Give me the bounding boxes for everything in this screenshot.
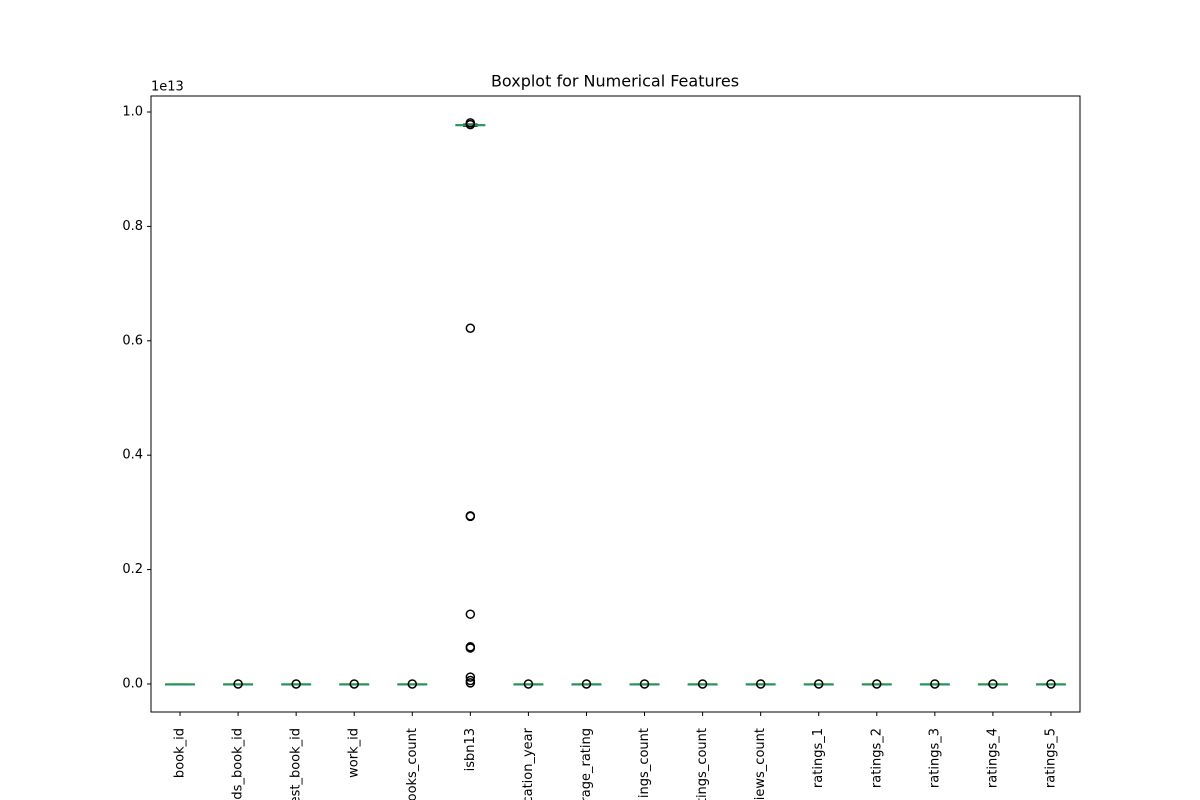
flier <box>407 679 418 689</box>
flier <box>523 679 534 689</box>
x-tick-label: iews_count <box>753 728 768 800</box>
flier <box>465 511 476 522</box>
flier <box>813 679 824 689</box>
x-tick-label: book_id <box>173 728 188 778</box>
y-offset-label: 1e13 <box>151 80 184 95</box>
x-tick-label: ratings_4 <box>985 728 1000 788</box>
x-tick-label: ratings_5 <box>1043 728 1058 788</box>
x-tick-label: cation_year <box>521 727 536 800</box>
flier <box>349 679 359 689</box>
x-tick-label: ratings_1 <box>811 728 826 788</box>
flier <box>465 643 476 653</box>
axes-frame <box>150 95 1081 713</box>
flier <box>233 679 243 689</box>
x-tick-label: tings_count <box>695 728 710 800</box>
flier <box>1046 679 1056 689</box>
flier <box>755 679 766 689</box>
x-tick-label: work_id <box>347 728 362 778</box>
flier <box>465 678 476 688</box>
y-tick-label: 0.0 <box>122 676 143 691</box>
x-tick-label: ds_book_id <box>231 728 246 800</box>
flier <box>465 609 476 619</box>
flier <box>465 323 476 333</box>
x-tick-label: rage_rating <box>579 728 594 800</box>
chart-title: Boxplot for Numerical Features <box>491 72 739 91</box>
flier <box>988 679 998 689</box>
flier <box>930 679 940 689</box>
flier <box>639 679 650 689</box>
y-tick-label: 1.0 <box>122 105 143 120</box>
flier <box>291 679 301 689</box>
y-tick-label: 0.8 <box>122 219 143 234</box>
flier <box>581 679 592 689</box>
flier <box>872 679 882 689</box>
x-tick-label: est_book_id <box>289 728 304 800</box>
x-tick-label: ings_count <box>637 728 652 798</box>
x-tick-label: ooks_count <box>405 728 420 800</box>
x-tick-label: ratings_2 <box>869 728 884 788</box>
flier <box>465 672 476 682</box>
x-tick-label: isbn13 <box>463 728 478 771</box>
y-tick-label: 0.6 <box>122 333 143 348</box>
x-tick-label: ratings_3 <box>927 728 942 788</box>
y-tick-label: 0.4 <box>122 448 143 463</box>
y-tick-label: 0.2 <box>122 562 143 577</box>
flier <box>697 679 708 689</box>
flier <box>465 119 476 130</box>
